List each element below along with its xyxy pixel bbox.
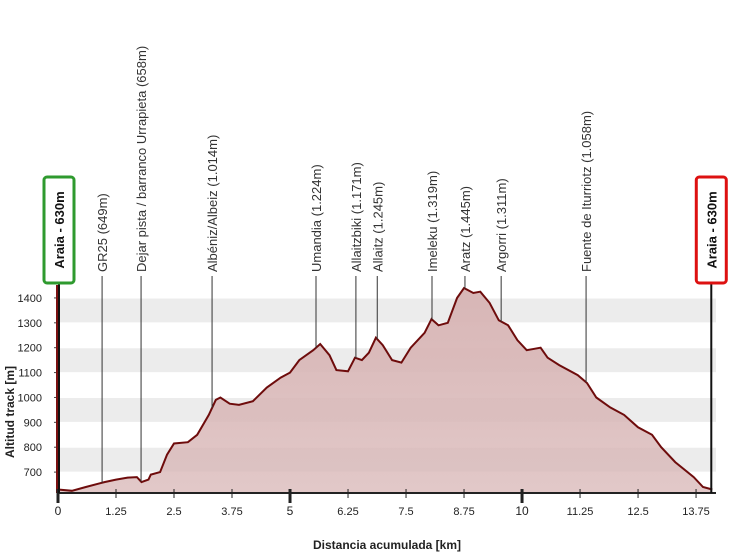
x-tick-label: 10	[515, 504, 529, 518]
y-tick-label: 1400	[18, 293, 42, 305]
marker-label: Araia - 630m	[704, 191, 719, 268]
x-tick-label: 7.5	[398, 506, 413, 518]
y-tick-label: 800	[24, 442, 42, 454]
x-tick-label: 0	[55, 504, 62, 518]
grid-band	[58, 297, 716, 323]
x-axis-label: Distancia acumulada [km]	[313, 538, 461, 552]
waypoint-label: Aratz (1.445m)	[458, 186, 473, 272]
waypoint-label: GR25 (649m)	[95, 193, 110, 272]
y-tick-label: 1100	[18, 368, 42, 380]
x-tick-label: 6.25	[337, 506, 358, 518]
marker-box	[694, 175, 728, 285]
x-tick-label: 12.5	[627, 506, 648, 518]
waypoint-label: Umandia (1.224m)	[309, 164, 324, 272]
x-tick-label: 3.75	[221, 506, 242, 518]
waypoint-label: Imeleku (1.319m)	[425, 171, 440, 272]
y-tick-label: 1200	[18, 343, 42, 355]
waypoint-label: Albéniz/Albeiz (1.014m)	[205, 135, 220, 272]
waypoint-label: Fuente de Iturriotz (1.058m)	[579, 111, 594, 272]
x-tick-label: 2.5	[166, 506, 181, 518]
marker-label: Araia - 630m	[52, 191, 67, 268]
x-tick-label: 1.25	[105, 506, 126, 518]
x-tick-label: 13.75	[682, 506, 710, 518]
waypoint-label: Argorri (1.311m)	[494, 178, 509, 272]
line	[57, 286, 713, 492]
y-tick-label: 1000	[18, 392, 42, 404]
x-tick-label: 11.25	[567, 506, 594, 518]
y-tick-label: 1300	[18, 318, 42, 330]
waypoint-label: Allaitzbiki (1.171m)	[349, 162, 364, 272]
x-tick-label: 5	[287, 504, 294, 518]
y-axis-label: Altitud track [m]	[3, 366, 17, 458]
marker-box	[42, 175, 76, 285]
waypoint-label: Dejar pista / barranco Urrapieta (658m)	[134, 46, 149, 272]
y-tick-label: 900	[24, 417, 42, 429]
y-tick-label: 700	[24, 467, 42, 479]
area	[58, 288, 713, 493]
x-tick-label: 8.75	[453, 506, 474, 518]
waypoint-label: Allaitz (1.245m)	[370, 182, 385, 272]
